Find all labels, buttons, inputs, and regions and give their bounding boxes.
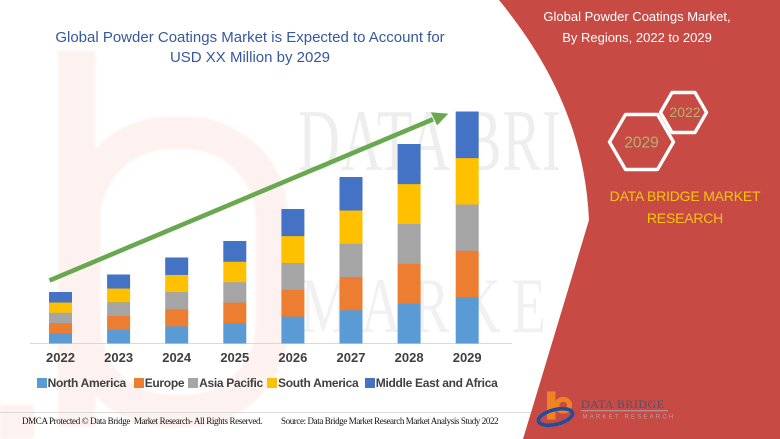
svg-text:MARKET RESEARCH: MARKET RESEARCH [583, 415, 676, 421]
svg-text:2029: 2029 [624, 135, 658, 152]
svg-text:2022: 2022 [669, 104, 700, 120]
svg-text:DATA BRIDGE: DATA BRIDGE [581, 397, 665, 411]
